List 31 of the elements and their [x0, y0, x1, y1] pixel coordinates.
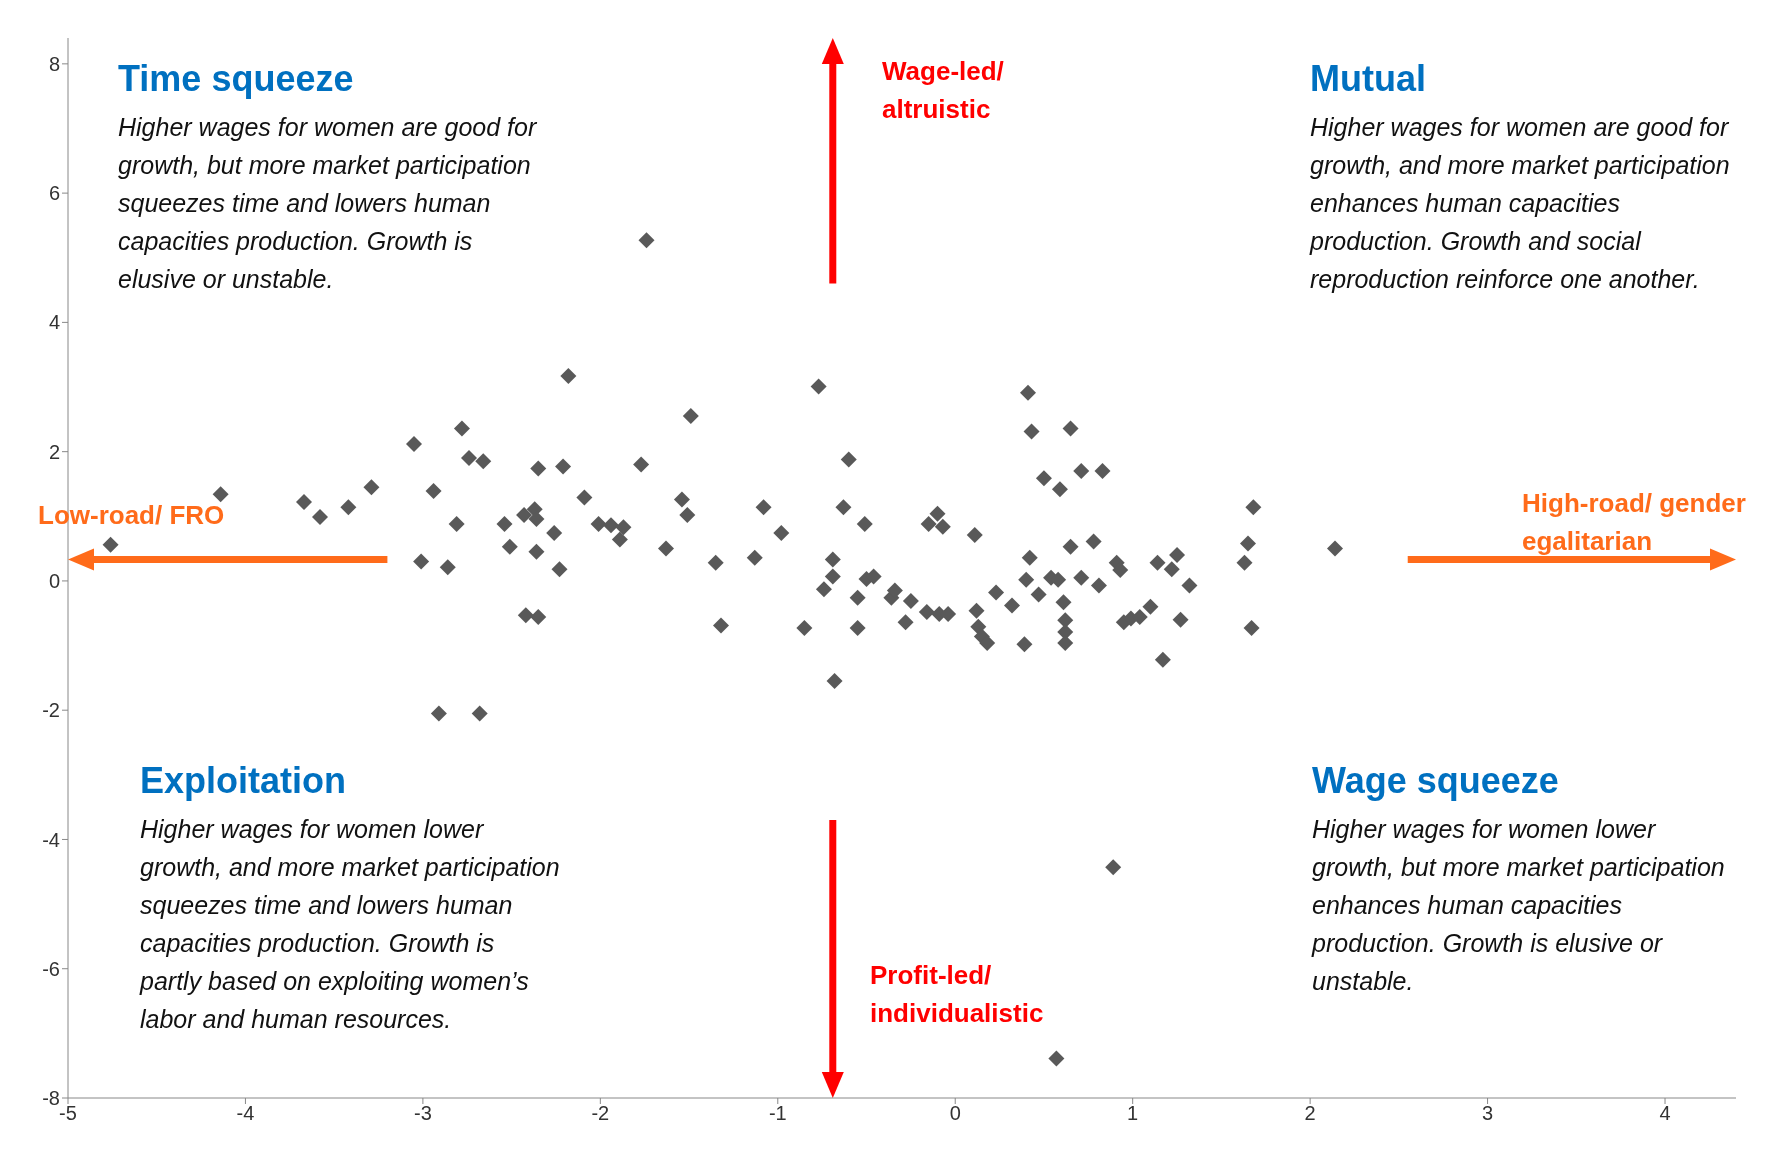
x-tick-label: 2: [1304, 1102, 1316, 1125]
annotation: Higher wages for women are good for growth, but more market participation squeezes time and lowers human capacities production. Growth is elusive or unstable.: [118, 112, 538, 295]
x-tick-label: -3: [414, 1102, 432, 1125]
x-tick-label: -1: [768, 1102, 787, 1125]
annotation: Profit-led/ individualistic: [870, 959, 1045, 1030]
annotation: Exploitation: [140, 760, 347, 802]
y-tick-label: -8: [42, 1087, 60, 1110]
x-tick-label: -4: [236, 1102, 255, 1125]
y-tick-label: 8: [48, 52, 60, 75]
annotation: Mutual: [1310, 58, 1427, 100]
y-tick-label: 6: [48, 182, 60, 205]
annotation: Wage squeeze: [1312, 760, 1560, 802]
annotation: High-road/ gender egalitarian: [1522, 487, 1747, 558]
y-tick-label: -2: [42, 699, 60, 722]
x-tick-label: 4: [1659, 1102, 1671, 1125]
x-tick-label: -5: [59, 1102, 77, 1125]
x-tick-label: 0: [949, 1102, 961, 1125]
annotation: Higher wages for women lower growth, but more market participation enhances human capacities production. Growth is elusive or unstable.: [1312, 814, 1726, 997]
y-tick-label: 0: [48, 570, 60, 593]
annotation: Low-road/ FRO: [38, 499, 226, 532]
annotation: Higher wages for women lower growth, and more market participation squeezes time and lowers human capacities production. Growth is partly based on exploiting women’s labor and human resources.: [140, 814, 560, 1035]
x-tick-label: 3: [1482, 1102, 1494, 1125]
annotation: Wage-led/ altruistic: [882, 55, 1005, 126]
y-tick-label: -6: [42, 957, 60, 980]
x-tick-label: -2: [591, 1102, 610, 1125]
y-tick-label: 2: [48, 440, 60, 463]
annotation: Time squeeze: [118, 58, 355, 100]
y-tick-label: 4: [48, 311, 60, 334]
x-tick-label: 1: [1127, 1102, 1139, 1125]
annotation: Higher wages for women are good for growth, and more market participation enhances human capacities production. Growth and social reproduction reinforce one another.: [1310, 112, 1730, 295]
y-tick-label: -4: [42, 828, 60, 851]
